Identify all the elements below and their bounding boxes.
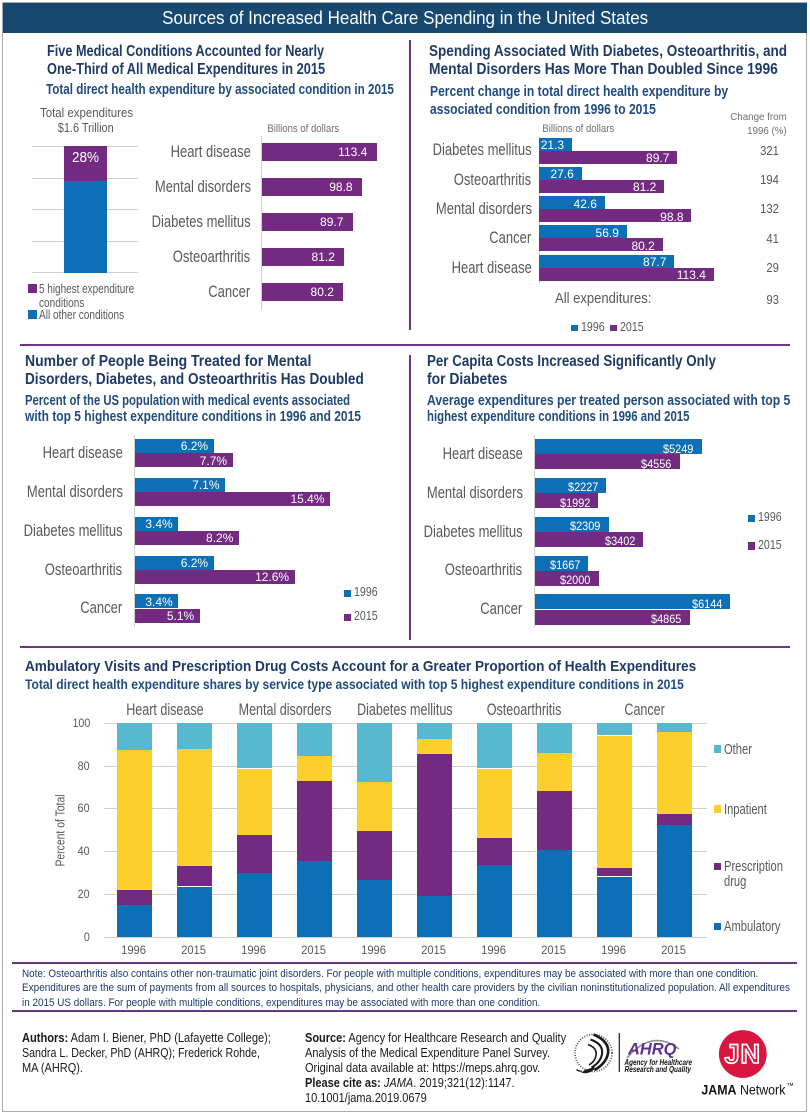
- svg-text:Agency for Healthcare: Agency for Healthcare: [624, 1058, 693, 1067]
- svg-text:Research and Quality: Research and Quality: [625, 1065, 692, 1074]
- svg-text:JAMA Network: JAMA Network: [701, 1082, 786, 1098]
- svg-text:JN: JN: [725, 1039, 762, 1069]
- svg-text:™: ™: [787, 1081, 795, 1090]
- svg-text:AHRQ: AHRQ: [627, 1040, 676, 1059]
